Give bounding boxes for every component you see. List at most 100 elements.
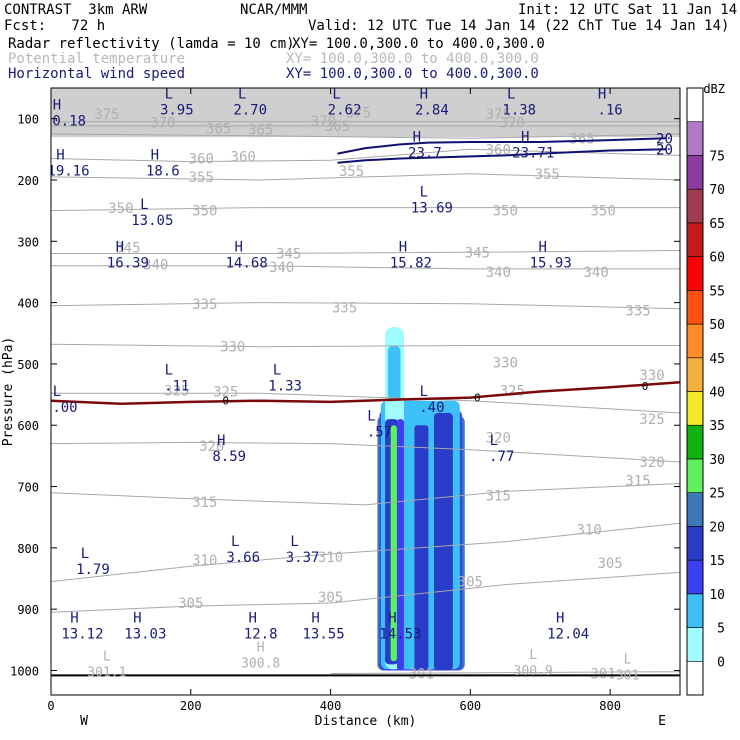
- extremum-type-23: L: [490, 433, 498, 449]
- theta-label-370-0: 370: [150, 115, 175, 131]
- y-tick-label-1000: 1000: [10, 664, 39, 678]
- extremum-type-21: L: [367, 408, 375, 424]
- theta-label-340-1: 340: [269, 260, 294, 276]
- colorbar-level-35: 35: [709, 419, 725, 434]
- isotach-line-0: [337, 137, 667, 155]
- extremum-type-25: L: [290, 534, 298, 550]
- colorbar-level-40: 40: [709, 386, 725, 401]
- theta-label-375-1: 375: [346, 106, 371, 122]
- institution-label: NCAR/MMM: [240, 2, 308, 18]
- extremum-value-20: .40: [419, 400, 444, 416]
- colorbar-level-55: 55: [709, 284, 725, 299]
- x-tick-label-200: 200: [180, 699, 202, 713]
- extremum-type-15: H: [399, 240, 407, 256]
- reflectivity-cell-9: [433, 412, 453, 671]
- theta-line-365: [51, 133, 680, 139]
- theta-line-360: [51, 148, 680, 163]
- extremum-type-18: L: [273, 362, 281, 378]
- extremum-type-8: H: [521, 129, 529, 145]
- extremum-type-14: H: [234, 240, 242, 256]
- theta-line-325: [51, 392, 680, 414]
- extremum-value-28: 13.03: [124, 627, 166, 643]
- theta-label-345-2: 345: [465, 245, 490, 261]
- theta-label-340-2: 340: [486, 265, 511, 281]
- theta-label-320-0: 320: [199, 439, 224, 455]
- theta-label-310-2: 310: [576, 522, 601, 538]
- theta-label-320-1: 320: [486, 430, 511, 446]
- field-theta-xy: XY= 100.0,300.0 to 400.0,300.0: [286, 51, 539, 67]
- valid-time: Valid: 12 UTC Tue 14 Jan 14 (22 ChT Tue …: [308, 18, 730, 34]
- extremum-value-23: .77: [489, 449, 514, 465]
- isotach-label-1: 20: [656, 142, 673, 158]
- theta-line-315: [51, 483, 680, 506]
- theta-line-310: [51, 522, 680, 583]
- extremum-type-22: H: [217, 433, 225, 449]
- extremum-value-16: 15.93: [530, 256, 572, 272]
- colorbar-level-25: 25: [709, 487, 725, 502]
- theta-label-375-2: 375: [486, 107, 511, 123]
- y-tick-label-800: 800: [17, 542, 39, 556]
- extremum-value-17: .11: [164, 378, 189, 394]
- colorbar-level-75: 75: [709, 149, 725, 164]
- theta-label-325-1: 325: [213, 385, 238, 401]
- extremum-value-25: 3.37: [286, 550, 320, 566]
- theta-label-360-2: 360: [486, 142, 511, 158]
- theta-extremum-value-0: 301.1: [87, 665, 126, 680]
- x-tick-label-800: 800: [599, 699, 621, 713]
- zero-wind-line: [51, 381, 680, 406]
- colorbar-swatch-0: [686, 660, 704, 696]
- y-tick-label-100: 100: [17, 113, 39, 127]
- colorbar-swatch-14: [686, 188, 704, 224]
- theta-line-335: [51, 302, 680, 310]
- theta-label-335-2: 335: [625, 304, 650, 320]
- theta-label-305-0: 305: [178, 596, 203, 612]
- theta-label-305-3: 305: [597, 556, 622, 572]
- extremum-type-4: H: [420, 86, 428, 102]
- extremum-type-5: L: [507, 86, 515, 102]
- theta-label-350-2: 350: [493, 204, 518, 220]
- init-time: Init: 12 UTC Sat 11 Jan 14: [518, 2, 738, 18]
- colorbar-swatch-16: [686, 121, 704, 156]
- colorbar-level-65: 65: [709, 217, 725, 232]
- extremum-value-32: 12.04: [547, 627, 589, 643]
- extremum-value-22: 8.59: [212, 449, 246, 465]
- extremum-value-5: 1.38: [502, 102, 536, 118]
- colorbar-swatch-6: [686, 458, 704, 493]
- theta-label-365-2: 365: [325, 119, 350, 135]
- colorbar: 0 5 10 15 20 25 30 35 40 45 50 55 60 65 70 75 dBZ: [686, 82, 725, 696]
- x-tick-label-600: 600: [459, 699, 481, 713]
- x-end-label-west: W: [80, 714, 88, 729]
- extrema-labels: H20.18L3.95L2.70L2.62H2.84L1.38H.16H23.7…: [47, 86, 639, 684]
- theta-line-350: [51, 207, 680, 212]
- theta-line-345: [51, 250, 680, 254]
- colorbar-swatch-13: [686, 222, 704, 257]
- theta-label-315-1: 315: [486, 489, 511, 505]
- extremum-type-7: H: [413, 129, 421, 145]
- y-tick-label-300: 300: [17, 235, 39, 249]
- x-tick-label-0: 0: [47, 699, 54, 713]
- theta-label-375-0: 375: [94, 107, 119, 123]
- plot-area: [51, 88, 680, 695]
- theta-label-350-1: 350: [192, 204, 217, 220]
- colorbar-swatch-4: [686, 526, 704, 561]
- extremum-value-9: 19.16: [47, 164, 89, 180]
- theta-line-340: [51, 265, 680, 270]
- theta-extremum-value-1: 300.8: [241, 656, 280, 671]
- model-title: CONTRAST 3km ARW: [4, 2, 148, 18]
- extremum-type-6: H: [598, 86, 606, 102]
- theta-extremum-type-3: L: [624, 653, 632, 668]
- x-tick-label-400: 400: [320, 699, 342, 713]
- reflectivity-cell-6: [390, 425, 397, 662]
- field-reflectivity-xy: XY= 100.0,300.0 to 400.0,300.0: [292, 36, 545, 52]
- extremum-type-10: H: [151, 148, 159, 164]
- field-wind-name: Horizontal wind speed: [8, 66, 186, 82]
- extremum-type-16: H: [538, 240, 546, 256]
- theta-label-325-0: 325: [164, 383, 189, 399]
- theta-label-340-3: 340: [583, 265, 608, 281]
- theta-label-365-3: 365: [570, 131, 595, 147]
- colorbar-level-15: 15: [709, 554, 725, 569]
- theta-label-305-2: 305: [458, 575, 483, 591]
- y-axis-label: Pressure (hPa): [1, 337, 16, 447]
